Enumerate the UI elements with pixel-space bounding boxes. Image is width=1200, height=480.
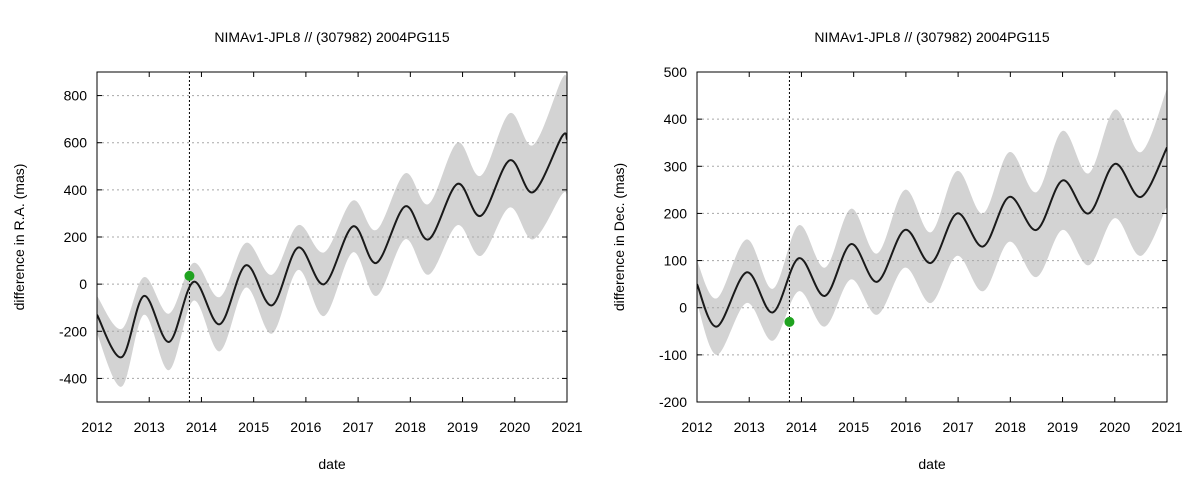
x-tick-label: 2021 [1151,419,1182,435]
y-tick-label: 600 [64,135,88,151]
x-tick-label: 2016 [890,419,921,435]
plot-frame [696,71,1168,403]
x-tick-label: 2018 [395,419,426,435]
y-tick-label: 0 [79,276,87,292]
x-tick-label: 2017 [943,419,974,435]
x-tick-label: 2014 [186,419,217,435]
y-axis-label: difference in Dec. (mas) [611,163,627,311]
difference-line [697,146,1167,328]
x-tick-label: 2015 [238,419,269,435]
y-axis-label: difference in R.A. (mas) [11,164,27,311]
x-tick-label: 2019 [447,419,478,435]
dec-difference-chart: NIMAv1-JPL8 // (307982) 2004PG115 -200 -10… [611,29,1183,472]
x-tick-label: 2016 [290,419,321,435]
uncertainty-band [97,74,567,387]
y-tick-label: 200 [664,205,688,221]
x-axis-label: date [918,456,945,472]
chart-title: NIMAv1-JPL8 // (307982) 2004PG115 [214,29,450,45]
uncertainty-band [697,88,1167,355]
y-tick-label: 200 [64,229,88,245]
difference-line [97,132,567,359]
x-tick-label: 2021 [551,419,582,435]
x-tick-label: 2013 [134,419,165,435]
x-tick-label: 2019 [1047,419,1078,435]
y-tick-label: -200 [59,323,87,339]
x-tick-label: 2012 [81,419,112,435]
y-tick-label: 800 [64,88,88,104]
x-tick-label: 2017 [343,419,374,435]
y-tick-label: 400 [664,111,688,127]
observation-point [184,270,195,281]
ra-difference-chart: NIMAv1-JPL8 // (307982) 2004PG115 -400 -20… [11,29,583,472]
x-tick-label: 2014 [786,419,817,435]
y-tick-label: -100 [659,347,687,363]
x-tick-label: 2013 [734,419,765,435]
x-tick-label: 2020 [1099,419,1130,435]
x-tick-label: 2015 [838,419,869,435]
chart-title: NIMAv1-JPL8 // (307982) 2004PG115 [814,29,1050,45]
y-tick-label: 100 [664,253,688,269]
y-tick-label: -400 [59,370,87,386]
y-tick-label: 400 [64,182,88,198]
x-tick-label: 2012 [681,419,712,435]
y-tick-label: 0 [679,300,687,316]
x-axis-label: date [318,456,345,472]
observation-point [784,316,795,327]
y-tick-label: 500 [664,64,688,80]
x-tick-label: 2020 [499,419,530,435]
x-tick-label: 2018 [995,419,1026,435]
y-tick-label: 300 [664,158,688,174]
y-tick-label: -200 [659,394,687,410]
